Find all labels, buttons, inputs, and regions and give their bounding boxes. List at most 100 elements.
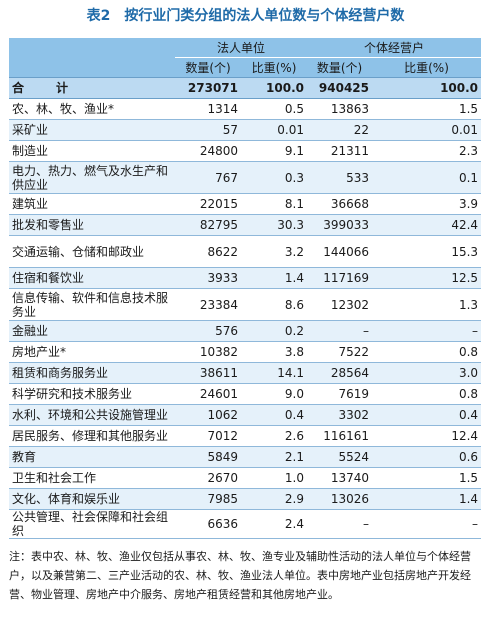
table-row: 电力、热力、燃气及水生产和供应业 767 0.3 533 0.1 [9,161,482,194]
legal-count-cell: 24800 [175,140,241,162]
legal-count-cell: 273071 [175,77,241,99]
industry-name-cell: 建筑业 [9,193,175,215]
legal-share-cell: 30.3 [241,214,308,236]
industry-name-cell: 批发和零售业 [9,214,175,236]
industry-name-cell: 农、林、牧、渔业* [9,98,175,120]
legal-share-cell: 0.4 [241,404,308,426]
industry-name-cell: 采矿业 [9,119,175,141]
legal-share-cell: 100.0 [241,77,308,99]
individual-count-cell: 13863 [307,98,373,120]
legal-share-cell: 0.5 [241,98,308,120]
individual-count-cell: 399033 [307,214,373,236]
individual-count-cell: 533 [307,161,373,194]
table-row: 制造业 24800 9.1 21311 2.3 [9,140,482,162]
individual-count-cell: 28564 [307,362,373,384]
table-number: 表2 [86,8,111,24]
table-body: 合 计 273071 100.0 940425 100.0 农、林、牧、渔业* 1314 0.… [9,77,482,539]
individual-count-cell: 36668 [307,193,373,215]
header-legal-share: 比重(%) [241,57,308,78]
legal-share-cell: 2.6 [241,425,308,447]
table-row: 信息传输、软件和信息技术服务业 23384 8.6 12302 1.3 [9,288,482,321]
individual-count-cell: 940425 [307,77,373,99]
legal-count-cell: 23384 [175,288,241,321]
individual-count-cell: 13740 [307,467,373,489]
individual-count-cell: 144066 [307,235,373,268]
individual-count-cell: 3302 [307,404,373,426]
table-row: 交通运输、仓储和邮政业 8622 3.2 144066 15.3 [9,235,482,268]
individual-share-cell: 12.4 [372,425,482,447]
legal-share-cell: 1.0 [241,467,308,489]
industry-name-cell: 交通运输、仓储和邮政业 [9,235,175,268]
legal-share-cell: 8.6 [241,288,308,321]
table-row: 卫生和社会工作 2670 1.0 13740 1.5 [9,467,482,489]
header-legal-units: 法人单位 [175,38,308,58]
individual-count-cell: 5524 [307,446,373,468]
legal-share-cell: 14.1 [241,362,308,384]
legal-count-cell: 3933 [175,267,241,289]
individual-count-cell: 22 [307,119,373,141]
table-row: 科学研究和技术服务业 24601 9.0 7619 0.8 [9,383,482,405]
table-row: 批发和零售业 82795 30.3 399033 42.4 [9,214,482,236]
individual-share-cell: 42.4 [372,214,482,236]
industry-name-cell: 居民服务、修理和其他服务业 [9,425,175,447]
industry-name-cell: 科学研究和技术服务业 [9,383,175,405]
header-individual-households: 个体经营户 [307,38,482,58]
legal-count-cell: 2670 [175,467,241,489]
individual-share-cell: 0.8 [372,383,482,405]
industry-name-cell: 水利、环境和公共设施管理业 [9,404,175,426]
legal-share-cell: 9.0 [241,383,308,405]
table-footnote: 注：表中农、林、牧、渔业仅包括从事农、林、牧、渔专业及辅助性活动的法人单位与个体… [9,550,471,601]
individual-share-cell: – [372,320,482,342]
individual-share-cell: 1.5 [372,98,482,120]
individual-count-cell: 13026 [307,488,373,510]
legal-count-cell: 10382 [175,341,241,363]
table-row: 居民服务、修理和其他服务业 7012 2.6 116161 12.4 [9,425,482,447]
header-row-groups: 法人单位 个体经营户 [9,38,482,58]
individual-share-cell: 1.5 [372,467,482,489]
legal-share-cell: 3.8 [241,341,308,363]
table-row: 建筑业 22015 8.1 36668 3.9 [9,193,482,215]
industry-name-cell: 文化、体育和娱乐业 [9,488,175,510]
individual-count-cell: 12302 [307,288,373,321]
table-title: 表2 按行业门类分组的法人单位数与个体经营户数 [0,5,491,25]
legal-share-cell: 0.2 [241,320,308,342]
legal-share-cell: 1.4 [241,267,308,289]
industry-name-cell: 金融业 [9,320,175,342]
legal-count-cell: 1062 [175,404,241,426]
industry-table: 法人单位 个体经营户 数量(个) 比重(%) 数量(个) 比重(%) 合 计 27… [9,38,482,539]
legal-share-cell: 2.9 [241,488,308,510]
individual-count-cell: 21311 [307,140,373,162]
legal-share-cell: 0.3 [241,161,308,194]
legal-count-cell: 767 [175,161,241,194]
legal-count-cell: 24601 [175,383,241,405]
individual-share-cell: 3.0 [372,362,482,384]
individual-share-cell: 0.1 [372,161,482,194]
table-row: 租赁和商务服务业 38611 14.1 28564 3.0 [9,362,482,384]
industry-name-cell: 电力、热力、燃气及水生产和供应业 [9,161,175,194]
individual-share-cell: 1.3 [372,288,482,321]
legal-share-cell: 2.1 [241,446,308,468]
individual-share-cell: 0.01 [372,119,482,141]
table-row: 住宿和餐饮业 3933 1.4 117169 12.5 [9,267,482,289]
industry-name-cell: 信息传输、软件和信息技术服务业 [9,288,175,321]
individual-share-cell: 1.4 [372,488,482,510]
legal-count-cell: 38611 [175,362,241,384]
legal-count-cell: 82795 [175,214,241,236]
table-title-text: 按行业门类分组的法人单位数与个体经营户数 [124,8,405,24]
industry-name-cell: 公共管理、社会保障和社会组织 [9,509,175,539]
industry-name-cell: 卫生和社会工作 [9,467,175,489]
individual-share-cell: 15.3 [372,235,482,268]
table-row: 农、林、牧、渔业* 1314 0.5 13863 1.5 [9,98,482,120]
individual-count-cell: 116161 [307,425,373,447]
table-row: 公共管理、社会保障和社会组织 6636 2.4– – [9,509,482,539]
individual-share-cell: – [372,509,482,539]
table-row: 采矿业 57 0.01 22 0.01 [9,119,482,141]
individual-share-cell: 100.0 [372,77,482,99]
header-individual-share: 比重(%) [372,57,482,78]
legal-count-cell: 22015 [175,193,241,215]
table-row: 文化、体育和娱乐业 7985 2.9 13026 1.4 [9,488,482,510]
legal-share-cell: 0.01 [241,119,308,141]
legal-count-cell: 7012 [175,425,241,447]
header-blank-sub [9,57,175,78]
legal-count-cell: 7985 [175,488,241,510]
